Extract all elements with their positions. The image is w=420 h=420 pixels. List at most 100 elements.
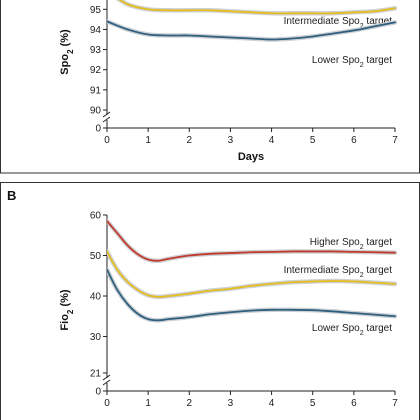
x-tick-label: 4 — [269, 135, 275, 146]
x-tick-label: 6 — [351, 398, 357, 409]
series-label-main: Spo — [342, 55, 360, 66]
series-label-main: Spo — [342, 265, 360, 276]
y-tick-label: 0 — [95, 387, 101, 398]
series-label-prefix: Intermediate — [284, 16, 342, 27]
y-axis-break-mark — [102, 116, 111, 123]
y-tick-label: 92 — [90, 65, 102, 76]
x-tick-label: 1 — [145, 135, 151, 146]
y-tick: 0 — [95, 124, 107, 135]
y-tick-label: 95 — [90, 5, 102, 16]
x-tick-label: 5 — [310, 135, 316, 146]
y-tick: 0 — [95, 387, 107, 398]
y-tick-label: 93 — [90, 45, 102, 56]
series-label-suffix: target — [364, 323, 393, 334]
y-tick-label: 40 — [90, 292, 102, 303]
y-axis-title-main: Spo — [59, 54, 71, 75]
x-tick-label: 4 — [269, 398, 275, 409]
x-tick: 5 — [310, 128, 316, 146]
x-tick-label: 1 — [145, 398, 151, 409]
x-tick: 5 — [310, 391, 316, 409]
x-tick-label: 5 — [310, 398, 316, 409]
y-axis-break-mark — [102, 111, 111, 118]
x-tick-label: 2 — [187, 398, 193, 409]
x-tick-label: 3 — [228, 398, 234, 409]
x-tick: 3 — [228, 128, 234, 146]
series-label-prefix: Lower — [312, 323, 342, 334]
y-tick: 93 — [90, 45, 107, 56]
y-tick-label: 21 — [90, 369, 102, 380]
x-tick: 6 — [351, 128, 357, 146]
series-label-prefix: Lower — [312, 55, 342, 66]
series-label-prefix: Higher — [310, 237, 342, 248]
y-axis-title-main: Fio — [59, 314, 71, 331]
x-tick: 3 — [228, 391, 234, 409]
series-label-subscript: 2 — [360, 23, 364, 30]
y-tick: 92 — [90, 65, 107, 76]
series-label: Lower Spo2 target — [312, 55, 392, 69]
y-tick-label: 50 — [90, 251, 102, 262]
series-label-suffix: target — [364, 265, 393, 276]
series-label-main: Spo — [342, 237, 360, 248]
x-tick-label: 0 — [104, 135, 110, 146]
x-tick: 4 — [269, 128, 275, 146]
x-tick-label: 6 — [351, 135, 357, 146]
x-tick: 1 — [145, 128, 151, 146]
series-label-main: Spo — [342, 323, 360, 334]
y-axis-break-mark — [102, 379, 111, 386]
y-tick-label: 91 — [90, 85, 102, 96]
series-label-suffix: target — [364, 237, 393, 248]
x-axis-title: Days — [238, 151, 264, 163]
x-tick-label: 7 — [392, 398, 398, 409]
x-tick-label: 0 — [104, 398, 110, 409]
series-label: Intermediate Spo2 target — [284, 16, 393, 30]
y-tick-label: 60 — [90, 211, 102, 222]
series-label: Higher Spo2 target — [310, 237, 393, 251]
y-axis-title: Spo2 (%) — [59, 29, 75, 75]
series-label-prefix: Intermediate — [284, 265, 342, 276]
x-tick: 7 — [392, 128, 398, 146]
y-axis-title-subscript: 2 — [66, 49, 75, 54]
y-axis-title: Fio2 (%) — [59, 289, 75, 330]
y-tick: 40 — [90, 292, 107, 303]
x-tick-label: 7 — [392, 135, 398, 146]
y-tick: 90 — [90, 106, 107, 117]
y-axis-title-tail: (%) — [59, 289, 71, 310]
y-tick-label: 30 — [90, 332, 102, 343]
y-tick-label: 90 — [90, 106, 102, 117]
y-axis-title-tail: (%) — [59, 29, 71, 50]
y-tick: 50 — [90, 251, 107, 262]
y-axis-break-mark — [102, 374, 111, 381]
series-label-suffix: target — [364, 55, 393, 66]
x-tick: 2 — [187, 391, 193, 409]
x-tick-label: 2 — [187, 135, 193, 146]
series-band — [115, 0, 397, 16]
x-tick: 0 — [104, 128, 110, 146]
y-tick: 94 — [90, 25, 107, 36]
x-tick-label: 3 — [228, 135, 234, 146]
series-label: Lower Spo2 target — [312, 323, 392, 337]
panel-letter: B — [7, 188, 16, 203]
x-tick: 6 — [351, 391, 357, 409]
series-label: Intermediate Spo2 target — [284, 265, 393, 279]
series-line — [107, 268, 396, 322]
series-line — [107, 20, 396, 41]
x-tick: 1 — [145, 391, 151, 409]
y-tick-label: 94 — [90, 25, 102, 36]
y-axis-title-subscript: 2 — [66, 309, 75, 314]
x-tick: 7 — [392, 391, 398, 409]
x-tick: 0 — [104, 391, 110, 409]
y-tick: 21 — [90, 369, 107, 380]
y-tick: 60 — [90, 211, 107, 222]
series-label-subscript: 2 — [360, 62, 364, 69]
series-label-subscript: 2 — [360, 272, 364, 279]
series-line — [118, 0, 396, 15]
series-label-main: Spo — [342, 16, 360, 27]
y-tick: 91 — [90, 85, 107, 96]
series-line — [107, 250, 396, 298]
series-label-subscript: 2 — [360, 244, 364, 251]
y-tick: 95 — [90, 5, 107, 16]
